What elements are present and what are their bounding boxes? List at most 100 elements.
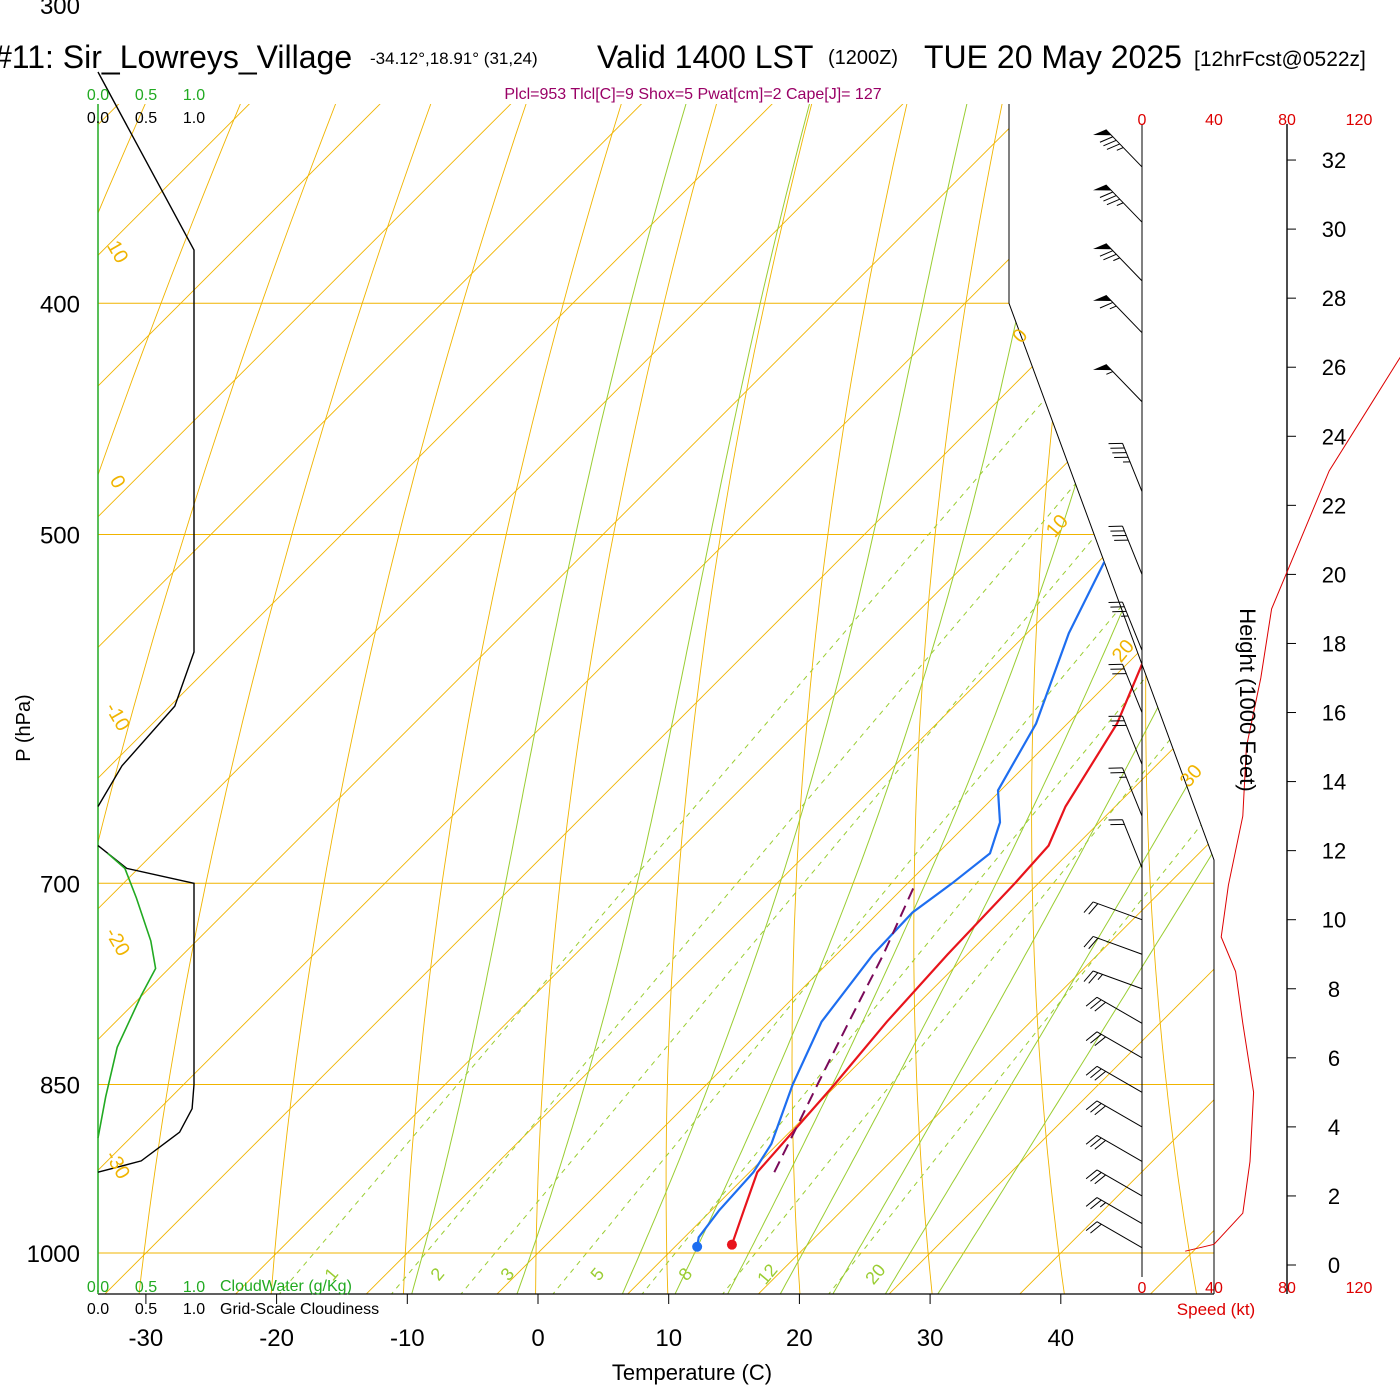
wind-barb-flag — [1090, 1033, 1102, 1044]
wind-barb-flag — [1094, 1001, 1106, 1012]
wind-barb-staff — [1096, 1065, 1143, 1093]
mixing-ratio-line — [820, 302, 1214, 1294]
height-tick-label: 20 — [1322, 562, 1346, 587]
wind-barb-flag — [1103, 253, 1117, 261]
surface-dewpoint-dot — [692, 1241, 703, 1252]
dry-adiabat — [270, 104, 648, 1294]
pressure-tick-label: 850 — [40, 1073, 80, 1100]
isotherm — [98, 104, 972, 1294]
wind-barb-flag — [1094, 1036, 1106, 1047]
isotherm — [1140, 104, 1214, 1294]
height-tick-label: 14 — [1322, 770, 1346, 795]
title-valid: Valid 1400 LST — [597, 39, 813, 75]
dry-adiabat-label: 10 — [102, 237, 132, 267]
surface-temperature-dot — [726, 1239, 737, 1250]
wind-barb-staff — [1122, 715, 1143, 765]
cloudiness-title: Grid-Scale Cloudiness — [220, 1301, 379, 1318]
wind-barb-flag — [1099, 136, 1114, 143]
sounding-parameters: Plcl=953 Tlcl[C]=9 Shox=5 Pwat[cm]=2 Cap… — [504, 86, 881, 103]
wind-barb-flag — [1090, 1223, 1102, 1234]
wind-barb-flag — [1106, 198, 1120, 206]
speed-axis-title: Speed (kt) — [1177, 1300, 1255, 1319]
cloudiness-top-tick: 0.0 — [87, 110, 109, 127]
wind-barb-staff — [1122, 443, 1143, 492]
cloudiness-top-tick: 0.5 — [135, 110, 157, 127]
dry-adiabat — [1031, 104, 1169, 1294]
height-tick-label: 22 — [1322, 493, 1346, 518]
height-tick-label: 12 — [1322, 839, 1346, 864]
wind-barb-flag — [1085, 1065, 1098, 1076]
dewpoint-line — [696, 104, 1214, 1247]
speed-bottom-tick: 80 — [1278, 1280, 1296, 1297]
wind-barb-flag — [1085, 1135, 1098, 1145]
mixing-ratio-line — [634, 302, 1214, 1294]
wind-barb-staff — [1105, 129, 1143, 168]
height-tick-label: 24 — [1322, 424, 1346, 449]
height-tick-label: 2 — [1328, 1184, 1340, 1209]
dry-adiabat-label: -10 — [100, 699, 134, 735]
wind-barb-half-flag — [1116, 202, 1124, 206]
x-axis-title: Temperature (C) — [612, 1360, 772, 1385]
cloudwater-bottom-tick: 0.0 — [87, 1279, 109, 1296]
wind-barb-staff — [1096, 996, 1143, 1024]
isotherm — [487, 104, 1214, 1294]
wind-barb-flag — [1103, 195, 1117, 202]
dry-adiabat — [137, 104, 561, 1294]
wind-barb-flag — [1088, 972, 1099, 984]
cloudiness-line-upper — [97, 71, 195, 807]
dry-adiabat-label: 0 — [1008, 325, 1032, 348]
dry-adiabat — [1364, 0, 1400, 1304]
wind-barb-pennant — [1093, 243, 1112, 250]
temperature-line — [730, 104, 1214, 1246]
background-grid — [98, 0, 1400, 1304]
isotherm — [98, 104, 1103, 1294]
wind-barb-flag — [1090, 1199, 1102, 1210]
mixing-ratio-label: 3 — [497, 1264, 519, 1285]
wind-barb-flag — [1106, 143, 1120, 150]
wind-barb-staff — [1092, 901, 1143, 921]
title-forecast: [12hrFcst@0522z] — [1194, 48, 1366, 71]
height-tick-label: 26 — [1322, 355, 1346, 380]
wind-barb-half-flag — [1099, 1202, 1106, 1208]
temperature-tick-label: 20 — [786, 1325, 813, 1352]
moist-adiabat — [879, 104, 1214, 1294]
wind-barb-staff — [1096, 1197, 1143, 1224]
pressure-tick-label: 300 — [40, 0, 80, 20]
dry-adiabat — [665, 104, 908, 1294]
cloudwater-bottom-tick: 1.0 — [183, 1279, 205, 1296]
pressure-tick-label: 700 — [40, 871, 80, 898]
wind-barb-staff — [1105, 243, 1143, 282]
wind-panel: 0246810121416182022242628303200404080801… — [1083, 112, 1400, 1297]
wind-barb-staff — [1092, 935, 1143, 955]
wind-barb-flag — [1094, 1174, 1106, 1185]
wind-barb-staff — [1096, 1100, 1143, 1128]
mixing-ratio-label: 20 — [861, 1260, 889, 1288]
mixing-ratio-line — [383, 302, 1214, 1294]
wind-barb-flag — [1094, 1070, 1106, 1081]
wind-barb-flag — [1083, 970, 1094, 982]
isotherm — [617, 104, 1214, 1294]
temperature-tick-label: -10 — [390, 1325, 425, 1352]
wind-barb-pennant — [1093, 184, 1112, 191]
moist-adiabat — [774, 104, 1214, 1294]
wind-barb-flag — [1099, 191, 1114, 198]
moist-adiabat — [617, 104, 1053, 1294]
cloud-panel: 0.0 0.0 0.0 0.0 0.5 0.5 0.5 0.5 1.0 1.0 1.0 1.0 — [87, 71, 205, 1318]
wind-barb-pennant — [1093, 129, 1112, 136]
dry-adiabat-label: -30 — [100, 1147, 134, 1183]
pressure-tick-label: 500 — [40, 523, 80, 550]
isotherm — [98, 104, 1214, 1294]
temperature-tick-label: -20 — [259, 1325, 294, 1352]
wind-barb-staff — [1105, 363, 1143, 403]
title-coords: -34.12°,18.91° (31,24) — [370, 49, 538, 68]
height-tick-label: 8 — [1328, 977, 1340, 1002]
wind-barb-flag — [1085, 996, 1098, 1007]
cloudiness-top-tick: 1.0 — [183, 110, 205, 127]
dry-adiabat — [913, 104, 1082, 1294]
mixing-ratio-line — [452, 302, 1214, 1294]
dry-adiabat-label: -20 — [100, 924, 134, 960]
speed-top-tick: 40 — [1205, 112, 1223, 129]
wind-barb-half-flag — [1116, 147, 1124, 151]
moist-adiabat — [513, 104, 908, 1294]
wind-barb-flag — [1085, 1197, 1098, 1207]
